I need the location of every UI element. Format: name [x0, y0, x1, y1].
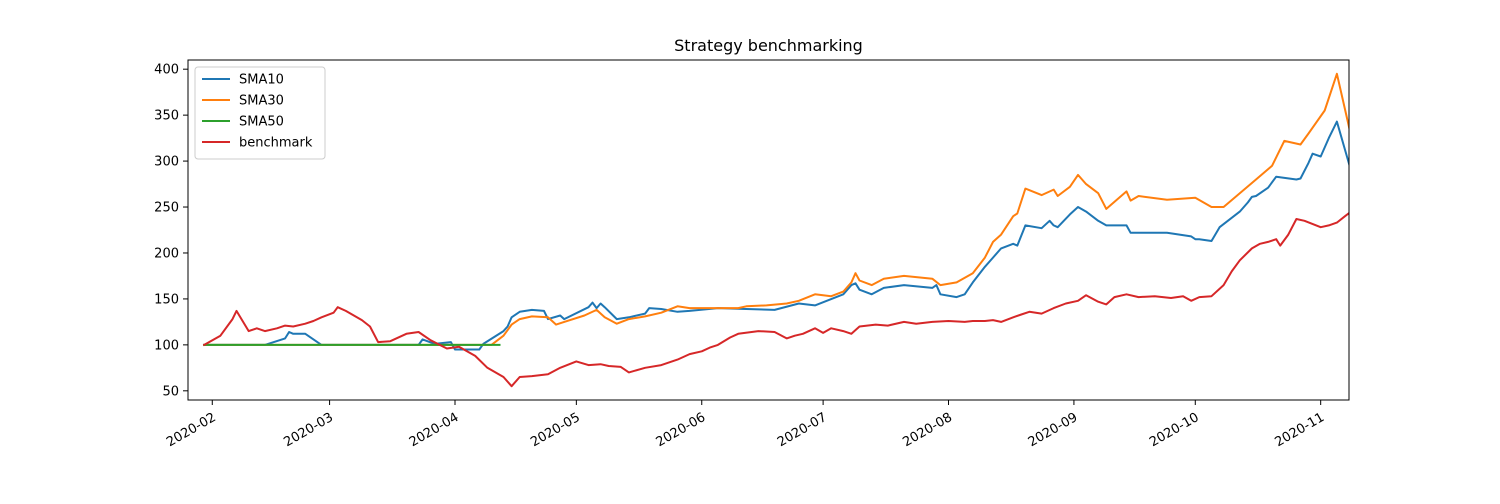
legend-box: [194, 66, 326, 160]
y-tick-label: 250: [154, 201, 179, 216]
legend: SMA10 SMA30 SMA50 benchmark: [194, 66, 326, 160]
y-axis: 50 100 150 200 250 300 350 400: [154, 63, 188, 399]
legend-label-sma50: SMA50: [239, 115, 284, 130]
y-tick-label: 300: [154, 155, 179, 170]
y-tick-label: 350: [154, 109, 179, 124]
legend-label-sma30: SMA30: [239, 94, 284, 109]
plot-area: [202, 72, 1349, 388]
series-line-sma30: [203, 72, 1349, 346]
plot-frame: [187, 59, 1350, 401]
y-tick-label: 50: [162, 384, 179, 399]
y-tick-label: 400: [154, 63, 179, 78]
series-line-benchmark: [202, 211, 1349, 388]
chart-title: Strategy benchmarking: [674, 36, 863, 55]
series-line-sma10: [203, 120, 1349, 351]
legend-label-sma10: SMA10: [239, 73, 284, 88]
y-tick-label: 150: [154, 292, 179, 307]
y-tick-label: 100: [154, 338, 179, 353]
legend-label-benchmark: benchmark: [239, 136, 313, 151]
y-tick-label: 200: [154, 246, 179, 261]
